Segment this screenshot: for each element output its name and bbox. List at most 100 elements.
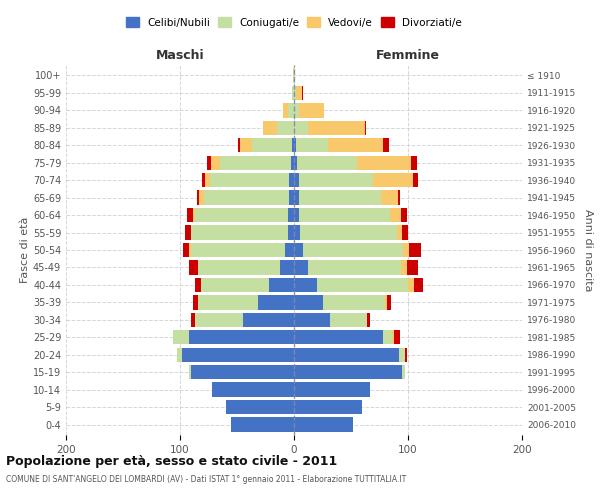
- Bar: [294, 278, 317, 292]
- Bar: [401, 260, 407, 274]
- Bar: [300, 226, 397, 239]
- Bar: [302, 86, 303, 100]
- Y-axis label: Fasce di età: Fasce di età: [20, 217, 30, 283]
- Bar: [303, 243, 403, 257]
- Bar: [193, 208, 195, 222]
- Bar: [294, 173, 299, 188]
- Bar: [299, 103, 323, 118]
- Bar: [294, 418, 353, 432]
- Bar: [296, 138, 328, 152]
- Bar: [195, 278, 200, 292]
- Bar: [289, 208, 294, 222]
- Bar: [204, 190, 289, 205]
- Bar: [226, 400, 294, 414]
- Legend: Celibi/Nubili, Coniugati/e, Vedovi/e, Divorziati/e: Celibi/Nubili, Coniugati/e, Vedovi/e, Di…: [122, 13, 466, 32]
- Bar: [241, 138, 252, 152]
- Bar: [292, 138, 294, 152]
- Bar: [373, 173, 413, 188]
- Bar: [173, 330, 189, 344]
- Bar: [294, 348, 399, 362]
- Bar: [294, 138, 296, 152]
- Bar: [294, 330, 383, 344]
- Bar: [198, 260, 280, 274]
- Bar: [294, 243, 303, 257]
- Bar: [367, 312, 370, 327]
- Bar: [394, 330, 400, 344]
- Bar: [238, 138, 241, 152]
- Bar: [403, 365, 404, 380]
- Bar: [242, 312, 294, 327]
- Bar: [331, 312, 367, 327]
- Bar: [198, 295, 257, 310]
- Bar: [365, 120, 366, 135]
- Bar: [299, 173, 373, 188]
- Bar: [294, 156, 298, 170]
- Bar: [211, 156, 220, 170]
- Text: Maschi: Maschi: [155, 48, 205, 62]
- Bar: [209, 173, 289, 188]
- Bar: [212, 382, 294, 397]
- Bar: [205, 173, 209, 188]
- Bar: [189, 365, 191, 380]
- Bar: [289, 103, 294, 118]
- Bar: [189, 243, 191, 257]
- Bar: [289, 190, 294, 205]
- Bar: [252, 138, 292, 152]
- Bar: [292, 86, 294, 100]
- Bar: [294, 260, 308, 274]
- Bar: [182, 348, 294, 362]
- Bar: [380, 190, 398, 205]
- Y-axis label: Anni di nascita: Anni di nascita: [583, 209, 593, 291]
- Bar: [308, 260, 401, 274]
- Bar: [294, 382, 370, 397]
- Bar: [294, 103, 299, 118]
- Bar: [294, 68, 295, 82]
- Bar: [280, 260, 294, 274]
- Bar: [195, 312, 242, 327]
- Bar: [184, 243, 189, 257]
- Bar: [257, 295, 294, 310]
- Bar: [392, 330, 394, 344]
- Bar: [220, 156, 290, 170]
- Bar: [294, 312, 331, 327]
- Bar: [294, 365, 403, 380]
- Bar: [197, 190, 199, 205]
- Bar: [401, 208, 407, 222]
- Bar: [399, 348, 404, 362]
- Bar: [285, 243, 294, 257]
- Bar: [294, 86, 296, 100]
- Bar: [290, 156, 294, 170]
- Bar: [269, 278, 294, 292]
- Bar: [385, 295, 388, 310]
- Bar: [199, 190, 204, 205]
- Bar: [294, 400, 362, 414]
- Bar: [403, 243, 409, 257]
- Bar: [200, 278, 269, 292]
- Bar: [191, 365, 294, 380]
- Bar: [191, 312, 195, 327]
- Bar: [403, 226, 408, 239]
- Bar: [187, 208, 193, 222]
- Bar: [388, 295, 391, 310]
- Bar: [407, 260, 418, 274]
- Bar: [293, 68, 294, 82]
- Text: COMUNE DI SANT'ANGELO DEI LOMBARDI (AV) - Dati ISTAT 1° gennaio 2011 - Elaborazi: COMUNE DI SANT'ANGELO DEI LOMBARDI (AV) …: [6, 475, 406, 484]
- Bar: [189, 260, 198, 274]
- Bar: [289, 226, 294, 239]
- Bar: [412, 156, 417, 170]
- Bar: [189, 330, 294, 344]
- Bar: [323, 295, 385, 310]
- Bar: [191, 243, 285, 257]
- Bar: [277, 120, 294, 135]
- Bar: [383, 330, 392, 344]
- Bar: [317, 278, 408, 292]
- Bar: [294, 208, 299, 222]
- Bar: [202, 173, 205, 188]
- Bar: [294, 226, 300, 239]
- Bar: [289, 173, 294, 188]
- Bar: [409, 243, 421, 257]
- Bar: [195, 208, 289, 222]
- Bar: [383, 138, 389, 152]
- Bar: [299, 190, 380, 205]
- Bar: [294, 295, 323, 310]
